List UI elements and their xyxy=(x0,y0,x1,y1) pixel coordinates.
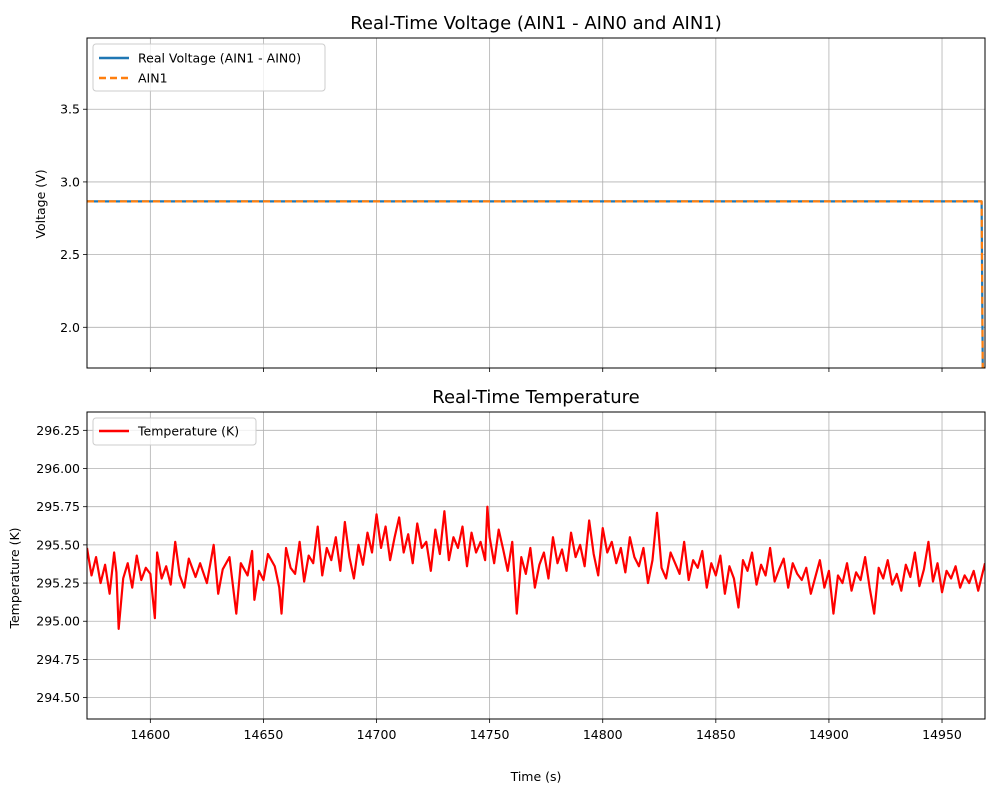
voltage-lines xyxy=(87,200,985,368)
temperature-x-tick-label: 14600 xyxy=(130,727,170,742)
series-line-temperature-k xyxy=(87,505,985,630)
temperature-x-tick-label: 14800 xyxy=(583,727,623,742)
voltage-chart-title: Real-Time Voltage (AIN1 - AIN0 and AIN1) xyxy=(350,13,722,34)
legend-label-ain1: AIN1 xyxy=(138,71,168,86)
temperature-y-tick-label: 294.75 xyxy=(36,652,80,667)
voltage-subplot: Real-Time Voltage (AIN1 - AIN0 and AIN1)… xyxy=(33,13,986,372)
voltage-legend-box xyxy=(92,43,326,92)
temperature-x-tick-label: 14850 xyxy=(696,727,736,742)
temperature-x-tick-label: 14700 xyxy=(357,727,397,742)
voltage-plot-frame xyxy=(86,37,986,369)
temperature-lines xyxy=(87,505,985,630)
voltage-y-tick-label: 2.5 xyxy=(60,247,80,262)
voltage-legend: Real Voltage (AIN1 - AIN0) AIN1 xyxy=(92,43,326,92)
voltage-ticks: 2.0 2.5 3.0 3.5 xyxy=(60,102,943,372)
temperature-x-tick-label: 14950 xyxy=(922,727,962,742)
temperature-legend: Temperature (K) xyxy=(92,417,257,446)
voltage-y-tick-label: 3.5 xyxy=(60,102,80,117)
temperature-x-tick-label: 14650 xyxy=(244,727,284,742)
temperature-y-tick-label: 294.50 xyxy=(36,690,80,705)
series-line-real-voltage-ain1-ain0 xyxy=(87,200,985,368)
voltage-y-tick-label: 3.0 xyxy=(60,174,80,189)
voltage-grid xyxy=(87,38,985,368)
temperature-x-tick-label: 14900 xyxy=(809,727,849,742)
temperature-ticks: 14600 14650 14700 14750 14800 14850 14900 14950… xyxy=(36,423,962,742)
temperature-y-tick-label: 295.75 xyxy=(36,499,80,514)
voltage-y-tick-label: 2.0 xyxy=(60,320,80,335)
temperature-x-tick-label: 14750 xyxy=(470,727,510,742)
temperature-y-tick-label: 295.00 xyxy=(36,614,80,629)
legend-label-real-voltage: Real Voltage (AIN1 - AIN0) xyxy=(138,51,301,66)
temperature-y-tick-label: 296.00 xyxy=(36,461,80,476)
temperature-y-tick-label: 295.50 xyxy=(36,537,80,552)
temperature-y-axis-label: Temperature (K) xyxy=(7,527,22,629)
voltage-y-axis-label: Voltage (V) xyxy=(33,169,48,238)
temperature-legend-box xyxy=(92,417,257,446)
temperature-chart-title: Real-Time Temperature xyxy=(432,387,639,408)
temperature-y-tick-label: 295.25 xyxy=(36,576,80,591)
temperature-y-tick-label: 296.25 xyxy=(36,423,80,438)
temperature-subplot: Real-Time Temperature Temperature (K) Ti… xyxy=(7,387,986,784)
temperature-plot-frame xyxy=(86,411,986,720)
legend-label-temperature: Temperature (K) xyxy=(137,424,239,439)
time-x-axis-label: Time (s) xyxy=(510,769,562,784)
